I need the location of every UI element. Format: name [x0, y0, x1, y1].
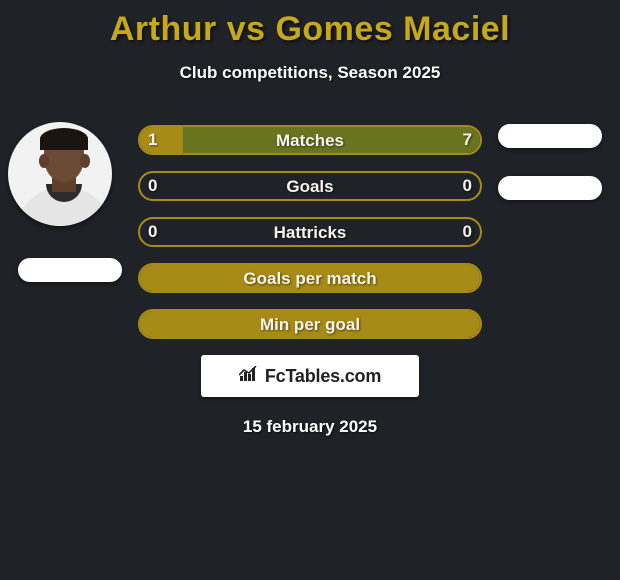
- stat-bar: Goals: [138, 171, 482, 201]
- stat-bar: Matches: [138, 125, 482, 155]
- stat-row: Matches1 7: [0, 125, 620, 155]
- stat-label: Goals per match: [140, 265, 480, 293]
- stat-value-left: 1: [148, 125, 157, 155]
- stat-value-left: 0: [148, 171, 157, 201]
- stat-bar: Goals per match: [138, 263, 482, 293]
- page-title: Arthur vs Gomes Maciel: [0, 0, 620, 49]
- stat-label: Hattricks: [140, 219, 480, 247]
- stats-comparison: Matches17Goals00Hattricks00Goals per mat…: [0, 125, 620, 339]
- stat-row: Hattricks0 0: [0, 217, 620, 247]
- branding-text: FcTables.com: [265, 366, 381, 387]
- chart-icon: [239, 366, 259, 387]
- stat-value-right: 7: [463, 125, 472, 155]
- stat-label: Matches: [140, 127, 480, 155]
- branding-badge: FcTables.com: [201, 355, 419, 397]
- stat-bar: Min per goal: [138, 309, 482, 339]
- subtitle: Club competitions, Season 2025: [0, 63, 620, 83]
- stat-bar: Hattricks: [138, 217, 482, 247]
- stat-label: Goals: [140, 173, 480, 201]
- stat-value-left: 0: [148, 217, 157, 247]
- stat-label: Min per goal: [140, 311, 480, 339]
- date: 15 february 2025: [0, 417, 620, 437]
- stat-row: Min per goal: [0, 309, 620, 339]
- stat-row: Goals per match: [0, 263, 620, 293]
- stat-row: Goals0 0: [0, 171, 620, 201]
- stat-value-right: 0: [463, 217, 472, 247]
- stat-value-right: 0: [463, 171, 472, 201]
